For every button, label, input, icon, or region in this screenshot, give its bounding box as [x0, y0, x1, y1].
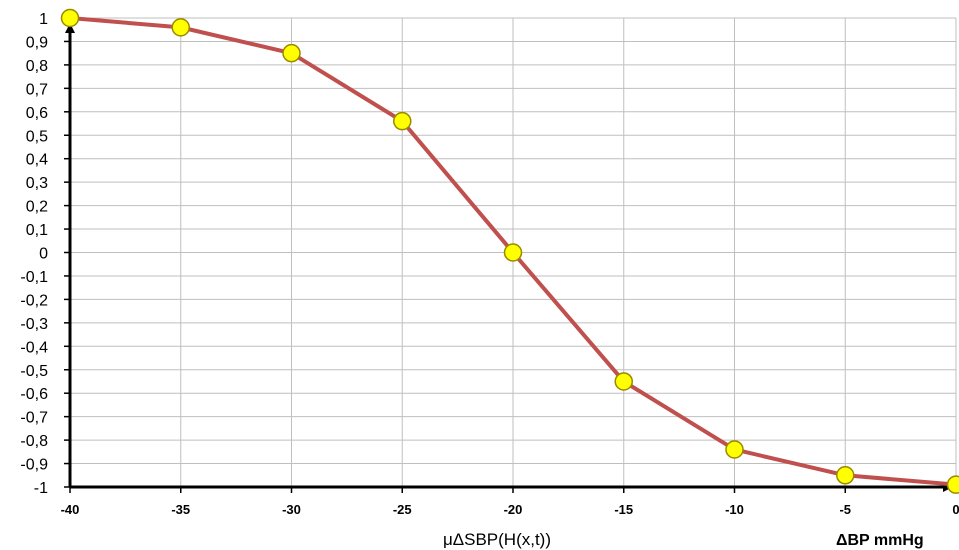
data-point — [946, 475, 959, 494]
series — [60, 8, 959, 494]
data-point — [725, 440, 744, 459]
y-tick-label: -0,2 — [20, 292, 48, 309]
x-axis-title: μΔSBP(H(x,t)) — [443, 530, 551, 549]
y-tick-label: -0,8 — [20, 433, 48, 450]
x-tick-label: -25 — [393, 502, 412, 517]
y-tick-label: 0,3 — [26, 175, 48, 192]
x-tick-label: -40 — [61, 502, 80, 517]
y-tick-label: 0 — [39, 246, 48, 263]
y-tick-label: 0,8 — [26, 58, 48, 75]
y-tick-label: 0,6 — [26, 105, 48, 122]
data-point — [614, 372, 633, 391]
axes — [64, 17, 957, 493]
y-tick-label: 1 — [39, 11, 48, 28]
x-tick-label: -30 — [282, 502, 301, 517]
y-tick-label: 0,9 — [26, 34, 48, 51]
data-point — [836, 466, 855, 485]
x-tick-labels: -40 -35 -30 -25 -20 -15 -10 -5 0 — [61, 502, 959, 517]
y-tick-label: 0,1 — [26, 222, 48, 239]
y-tick-label: 0,7 — [26, 81, 48, 98]
x-tick-label: -35 — [171, 502, 190, 517]
gridlines — [69, 17, 957, 488]
x-tick-label: 0 — [952, 502, 959, 517]
axis-unit-label: ΔBP mmHg — [836, 532, 924, 549]
y-tick-label: -0,7 — [20, 410, 48, 427]
y-tick-label: -0,5 — [20, 363, 48, 380]
y-tick-label: -0,1 — [20, 269, 48, 286]
data-point — [60, 8, 80, 28]
y-tick-label: 0,4 — [26, 152, 48, 169]
data-point — [503, 243, 523, 262]
y-tick-label: -0,4 — [20, 339, 48, 356]
y-tick-label: -0,9 — [20, 457, 48, 474]
y-tick-label: -1 — [34, 480, 48, 497]
x-tick-label: -5 — [839, 502, 851, 517]
data-point — [393, 111, 412, 131]
data-point — [171, 18, 190, 37]
y-tick-label: 0,5 — [26, 128, 48, 145]
x-tick-label: -15 — [614, 502, 633, 517]
y-tick-labels: 1 0,9 0,8 0,7 0,6 0,5 0,4 0,3 0,2 0,1 0 -0,1 -0,2 -0,… — [20, 11, 48, 497]
x-tick-label: -20 — [504, 502, 523, 517]
data-point — [282, 43, 301, 63]
x-tick-label: -10 — [725, 502, 744, 517]
y-tick-label: -0,6 — [20, 386, 48, 403]
y-tick-label: 0,2 — [26, 199, 48, 216]
y-tick-label: -0,3 — [20, 316, 48, 333]
